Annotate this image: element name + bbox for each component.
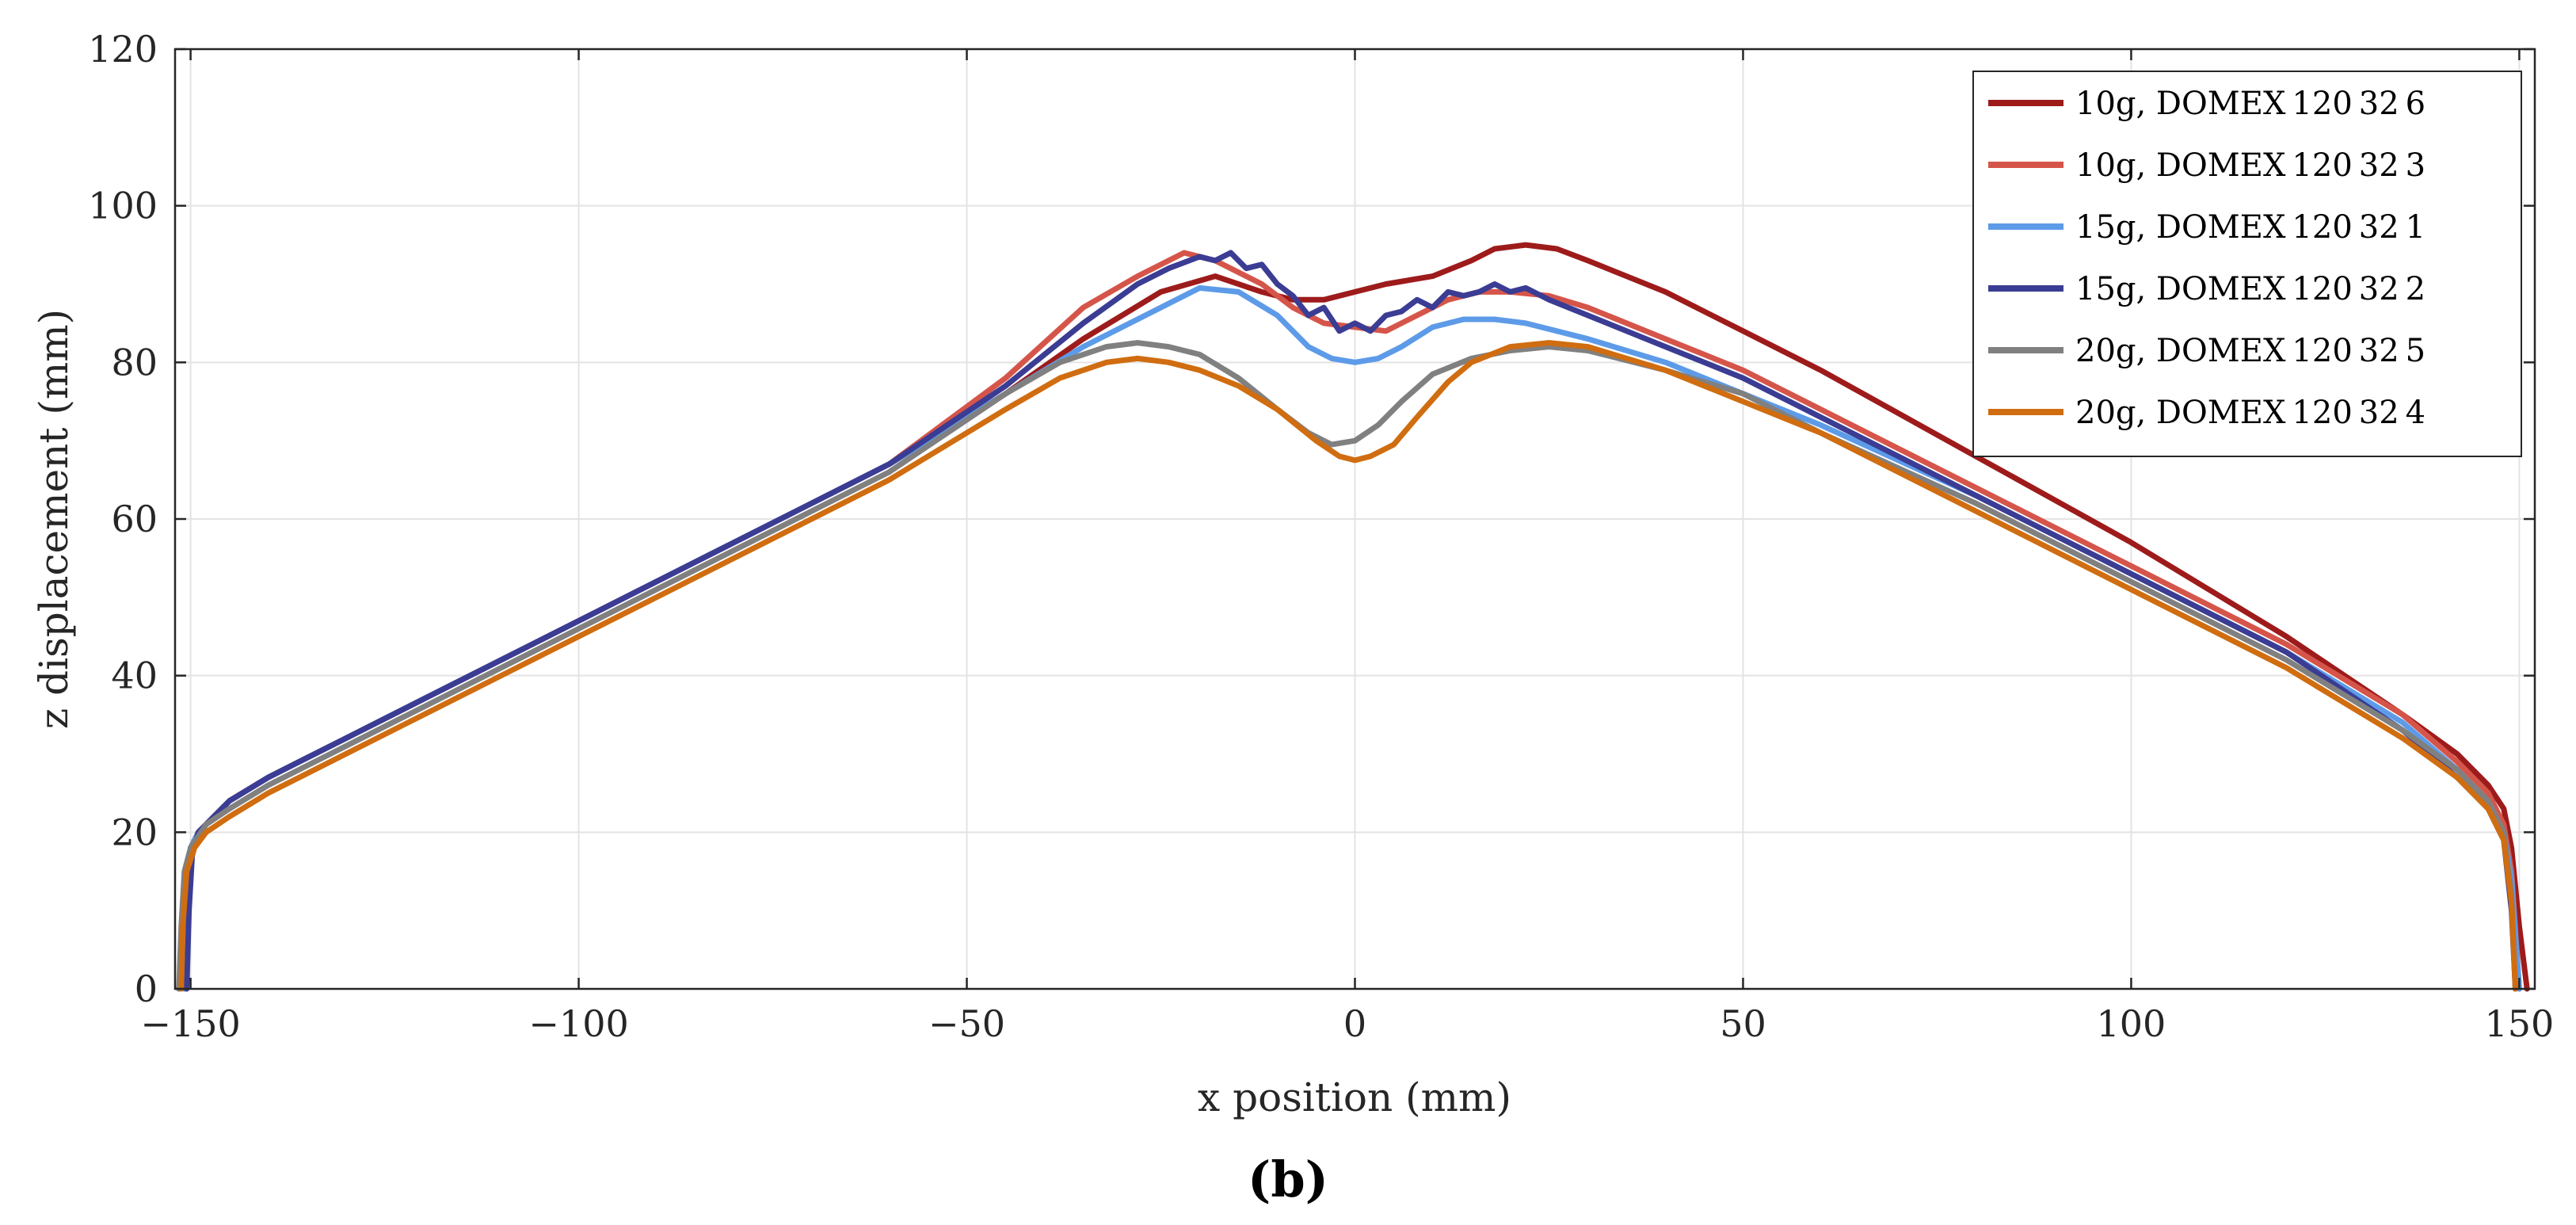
x-tick-label: −50 (928, 1002, 1005, 1045)
legend-label-1: 10g, DOMEX 120 32 6 (2075, 86, 2425, 122)
y-tick-label: 20 (111, 811, 158, 853)
axis-ticks: −150 −100 −50 0 50 100 150 0 20 40 60 80 100 120 (88, 28, 2554, 1045)
series-lines (176, 242, 2530, 992)
x-tick-label: 0 (1343, 1002, 1366, 1045)
y-tick-label: 0 (135, 967, 158, 1010)
series-line-5 (176, 340, 2518, 992)
series-line-4 (184, 250, 2518, 992)
x-axis-label: x position (mm) (1198, 1074, 1511, 1120)
y-tick-label: 40 (111, 654, 158, 697)
series-line-6 (178, 340, 2518, 992)
legend-label-2: 10g, DOMEX 120 32 3 (2075, 147, 2425, 184)
x-tick-label: 150 (2484, 1002, 2554, 1045)
y-tick-label: 60 (111, 498, 158, 540)
panel-label: (b) (1248, 1151, 1328, 1208)
legend: 10g, DOMEX 120 32 6 10g, DOMEX 120 32 3 15… (1972, 71, 2522, 457)
legend-label-4: 15g, DOMEX 120 32 2 (2075, 271, 2425, 307)
x-tick-label: 50 (1720, 1002, 1766, 1045)
x-tick-label: −100 (528, 1002, 628, 1045)
legend-box (1972, 71, 2522, 457)
x-tick-label: −150 (140, 1002, 240, 1045)
legend-label-3: 15g, DOMEX 120 32 1 (2075, 209, 2425, 246)
y-tick-label: 100 (88, 185, 158, 227)
x-tick-label: 100 (2097, 1002, 2166, 1045)
legend-label-6: 20g, DOMEX 120 32 4 (2075, 395, 2425, 431)
y-axis-label: z displacement (mm) (31, 309, 77, 729)
y-tick-label: 80 (111, 341, 158, 384)
legend-label-5: 20g, DOMEX 120 32 5 (2075, 333, 2425, 369)
y-tick-label: 120 (88, 28, 158, 71)
